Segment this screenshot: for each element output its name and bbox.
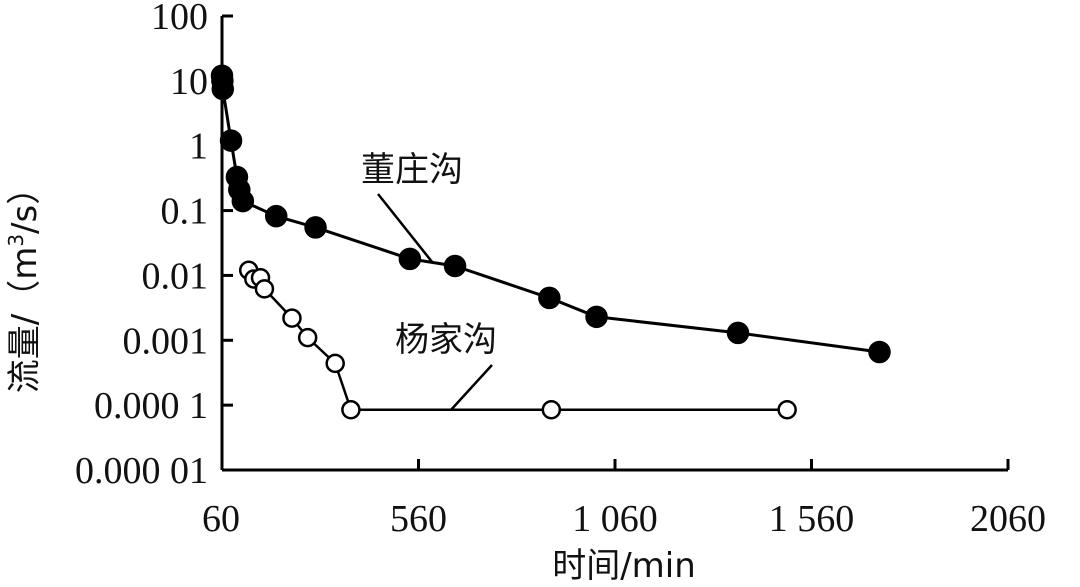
series-2-label: 杨家沟	[395, 320, 497, 360]
y-tick-label: 10	[170, 61, 208, 103]
series-1	[210, 64, 891, 364]
x-axis-title: 时间/min	[552, 546, 696, 586]
series-2-point	[541, 399, 562, 420]
series-2	[238, 260, 797, 420]
series-2-point	[777, 399, 797, 420]
y-axis-title-superscript: 3	[4, 234, 28, 247]
x-tick-label: 1 560	[769, 498, 855, 540]
y-tick-label: 100	[151, 0, 208, 38]
series-1-point	[219, 129, 243, 152]
series-1-point	[443, 254, 467, 278]
y-tick-label: 0.1	[161, 191, 209, 233]
y-tick-label: 1	[189, 126, 208, 168]
y-axis-title-main: 流量/（m	[5, 247, 45, 394]
y-tick-label: 0.01	[142, 255, 209, 297]
series-layer	[210, 64, 891, 420]
series-1-point	[264, 204, 288, 228]
series-1-point	[538, 286, 561, 310]
series-2-point	[297, 327, 318, 348]
y-tick-label: 0.000 01	[75, 450, 208, 492]
x-tick-label: 1 060	[572, 498, 658, 540]
x-axis-title-text: 时间/min	[552, 546, 696, 586]
series-1-point	[304, 216, 327, 239]
series-1-point	[585, 305, 608, 329]
x-tick-label: 2060	[970, 498, 1046, 540]
series-1-point	[726, 321, 750, 345]
y-tick-label: 0.001	[123, 320, 209, 362]
series-1-point	[211, 77, 235, 101]
series-1-label: 董庄沟	[361, 150, 463, 190]
series-1-leader-line	[377, 193, 434, 264]
series-1-line	[220, 75, 880, 354]
y-tick-label: 0.000 1	[94, 385, 208, 427]
series-2-leader-line	[450, 364, 493, 411]
series-2-point	[341, 399, 361, 420]
series-2-point	[325, 353, 345, 374]
x-ticks: 60 560 1 060 1 560 2060	[202, 459, 1046, 540]
series-2-point	[254, 279, 275, 299]
series-1-point	[231, 189, 255, 213]
y-ticks: 0.000 01 0.000 1 0.001 0.01 0.1 1 10 100	[75, 0, 233, 492]
series-1-point	[868, 340, 891, 364]
y-axis-title: 流量/（m3/s）	[4, 171, 45, 393]
x-tick-label: 560	[390, 498, 447, 540]
axes: 0.000 01 0.000 1 0.001 0.01 0.1 1 10 100 60 560 1…	[75, 0, 1046, 540]
y-axis-title-tail: /s）	[5, 171, 45, 234]
series-2-line	[247, 269, 788, 411]
x-tick-label: 60	[202, 498, 240, 540]
series-1-point	[398, 247, 422, 271]
series-2-point	[282, 308, 302, 328]
